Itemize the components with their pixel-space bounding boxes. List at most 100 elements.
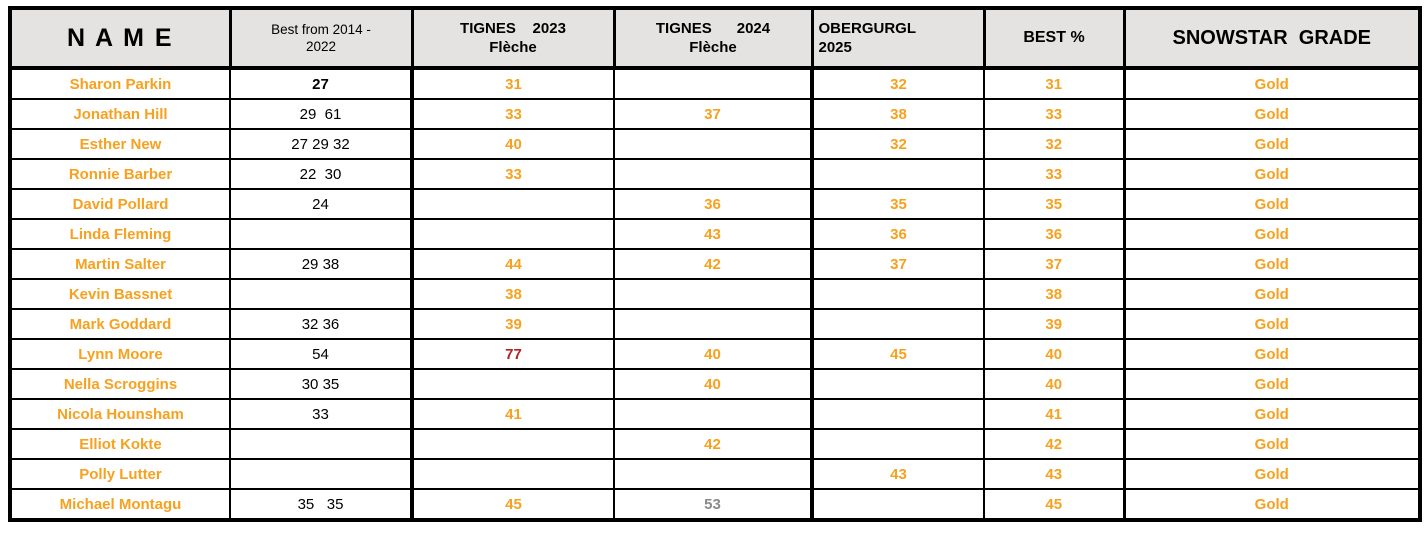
cell-best-from: 24: [229, 188, 413, 220]
cell-tignes-2024: 36: [613, 188, 813, 220]
cell-tignes-2023: 33: [410, 98, 615, 130]
table-row: Kevin Bassnet 38 38 Gold: [9, 278, 1421, 310]
cell-best-pct: 31: [983, 67, 1125, 100]
cell-best-pct: 37: [983, 248, 1125, 280]
cell-obergurgl-2025: [810, 368, 985, 400]
header-cell-best-from: Best from 2014 - 2022: [228, 6, 414, 70]
cell-snowstar-grade: Gold: [1122, 458, 1421, 490]
cell-obergurgl-2025: 32: [810, 128, 985, 160]
cell-tignes-2023: [410, 428, 615, 460]
cell-obergurgl-2025: [810, 398, 985, 430]
cell-best-pct: 33: [983, 158, 1125, 190]
cell-snowstar-grade: Gold: [1122, 308, 1421, 340]
table-row: Jonathan Hill 29 61 33 37 38 33 Gold: [9, 98, 1421, 130]
cell-best-from: 27 29 32: [229, 128, 413, 160]
cell-name: Martin Salter: [9, 248, 231, 280]
cell-tignes-2024: 42: [613, 248, 813, 280]
cell-best-from: [229, 218, 413, 250]
header-label: BEST %: [1023, 29, 1085, 46]
cell-tignes-2023: 33: [410, 158, 615, 190]
cell-obergurgl-2025: [810, 428, 985, 460]
header-sublabel: Flèche: [489, 39, 537, 56]
cell-name: Kevin Bassnet: [9, 278, 231, 310]
cell-snowstar-grade: Gold: [1122, 488, 1421, 521]
cell-best-pct: 40: [983, 338, 1125, 370]
header-row: N A M E Best from 2014 - 2022 TIGNES 2023 Fl…: [8, 6, 1422, 70]
cell-tignes-2023: 44: [410, 248, 615, 280]
header-cell-name: N A M E: [8, 6, 232, 70]
header-cell-best-pct: BEST %: [982, 6, 1126, 70]
header-cell-obergurgl-2025: OBERGURGL 2025: [810, 6, 986, 70]
table-row: David Pollard 24 36 35 35 Gold: [9, 188, 1421, 220]
cell-best-pct: 41: [983, 398, 1125, 430]
cell-best-pct: 40: [983, 368, 1125, 400]
cell-tignes-2023: [410, 458, 615, 490]
table-row: Michael Montagu 35 35 45 53 45 Gold: [9, 488, 1421, 521]
cell-best-pct: 43: [983, 458, 1125, 490]
table-row: Elliot Kokte 42 42 Gold: [9, 428, 1421, 460]
cell-snowstar-grade: Gold: [1122, 338, 1421, 370]
header-sublabel: 2025: [818, 39, 852, 56]
cell-tignes-2024: 53: [613, 488, 813, 521]
cell-tignes-2023: 40: [410, 128, 615, 160]
cell-obergurgl-2025: 45: [810, 338, 985, 370]
cell-best-pct: 32: [983, 128, 1125, 160]
cell-tignes-2024: 43: [613, 218, 813, 250]
table-row: Esther New 27 29 32 40 32 32 Gold: [9, 128, 1421, 160]
cell-snowstar-grade: Gold: [1122, 278, 1421, 310]
cell-name: Elliot Kokte: [9, 428, 231, 460]
cell-obergurgl-2025: [810, 278, 985, 310]
table-row: Linda Fleming 43 36 36 Gold: [9, 218, 1421, 250]
cell-obergurgl-2025: 38: [810, 98, 985, 130]
cell-tignes-2023: [410, 188, 615, 220]
cell-best-from: 29 38: [229, 248, 413, 280]
cell-obergurgl-2025: 35: [810, 188, 985, 220]
cell-tignes-2024: [613, 67, 813, 100]
cell-best-pct: 45: [983, 488, 1125, 521]
cell-obergurgl-2025: 43: [810, 458, 985, 490]
cell-snowstar-grade: Gold: [1122, 248, 1421, 280]
header-label: SNOWSTAR GRADE: [1172, 26, 1371, 49]
cell-best-pct: 39: [983, 308, 1125, 340]
cell-tignes-2023: [410, 218, 615, 250]
cell-best-pct: 36: [983, 218, 1125, 250]
cell-name: Jonathan Hill: [9, 98, 231, 130]
table-body: Sharon Parkin 27 31 32 31 Gold Jonathan Hill 29…: [9, 67, 1421, 521]
cell-best-pct: 35: [983, 188, 1125, 220]
table-row: Polly Lutter 43 43 Gold: [9, 458, 1421, 490]
cell-best-from: 35 35: [229, 488, 413, 521]
cell-best-from: 30 35: [229, 368, 413, 400]
header-label: TIGNES 2023: [460, 20, 566, 37]
cell-name: David Pollard: [9, 188, 231, 220]
cell-name: Nicola Hounsham: [9, 398, 231, 430]
cell-snowstar-grade: Gold: [1122, 158, 1421, 190]
cell-tignes-2023: 38: [410, 278, 615, 310]
cell-tignes-2024: 42: [613, 428, 813, 460]
cell-snowstar-grade: Gold: [1122, 218, 1421, 250]
cell-best-pct: 42: [983, 428, 1125, 460]
cell-name: Esther New: [9, 128, 231, 160]
cell-obergurgl-2025: 32: [810, 67, 985, 100]
cell-best-from: [229, 278, 413, 310]
cell-name: Polly Lutter: [9, 458, 231, 490]
cell-tignes-2023: 31: [410, 67, 615, 100]
cell-tignes-2024: 40: [613, 338, 813, 370]
cell-snowstar-grade: Gold: [1122, 67, 1421, 100]
cell-tignes-2024: [613, 308, 813, 340]
cell-best-from: 32 36: [229, 308, 413, 340]
cell-best-from: [229, 428, 413, 460]
cell-snowstar-grade: Gold: [1122, 398, 1421, 430]
cell-tignes-2024: [613, 128, 813, 160]
cell-tignes-2024: 40: [613, 368, 813, 400]
cell-name: Nella Scroggins: [9, 368, 231, 400]
cell-best-pct: 33: [983, 98, 1125, 130]
cell-snowstar-grade: Gold: [1122, 128, 1421, 160]
cell-obergurgl-2025: [810, 488, 985, 521]
cell-tignes-2023: 45: [410, 488, 615, 521]
header-label: TIGNES 2024: [655, 20, 771, 37]
cell-tignes-2024: [613, 158, 813, 190]
cell-snowstar-grade: Gold: [1122, 368, 1421, 400]
cell-best-from: 29 61: [229, 98, 413, 130]
cell-best-from: 22 30: [229, 158, 413, 190]
header-cell-tignes-2023: TIGNES 2023 Flèche: [410, 6, 616, 70]
